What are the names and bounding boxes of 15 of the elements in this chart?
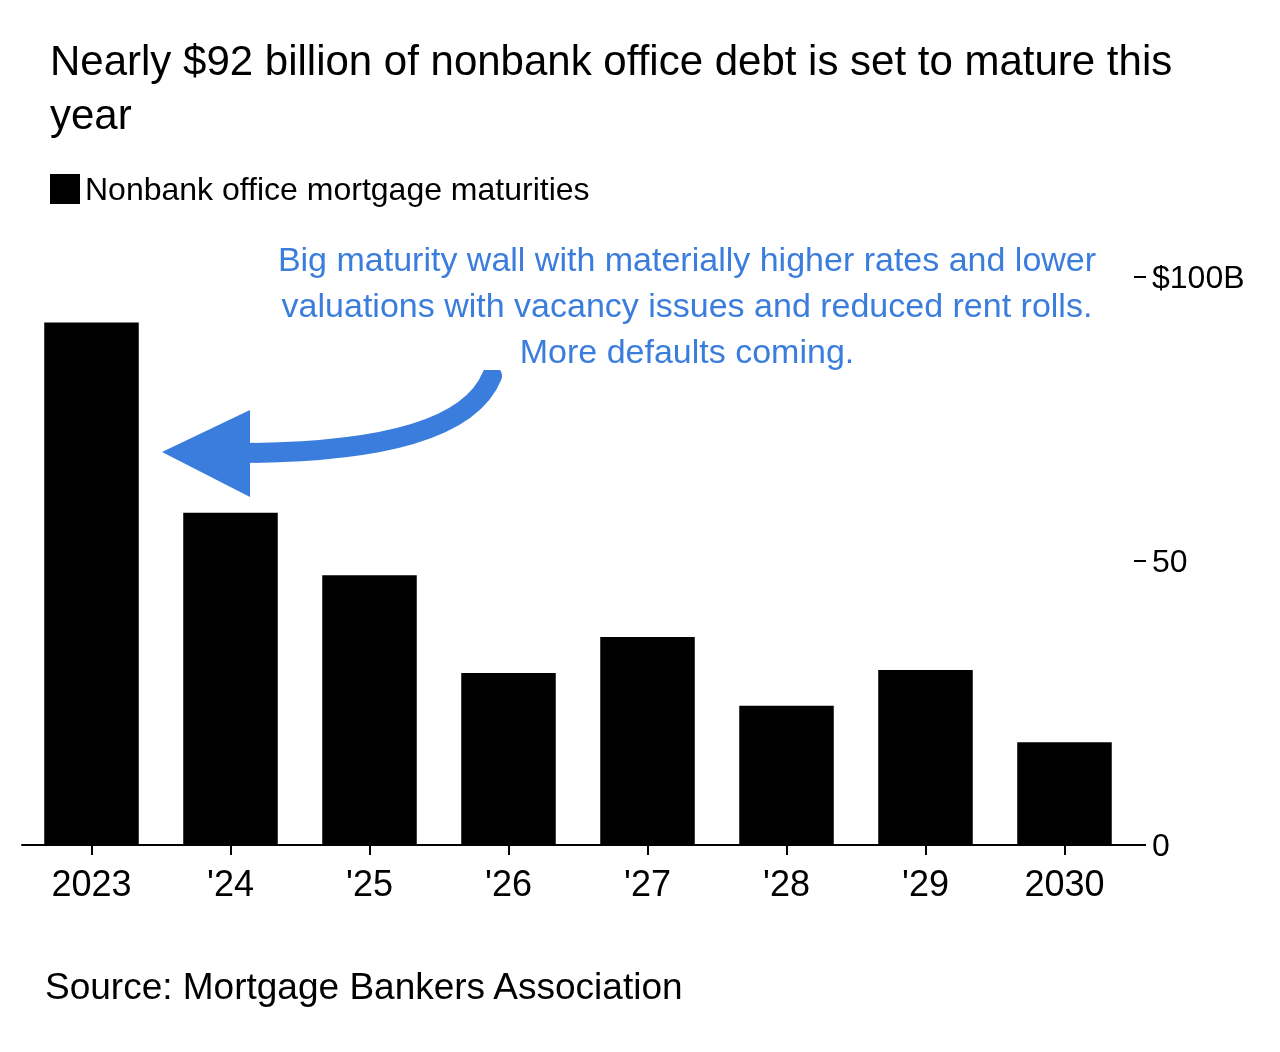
x-tick-label: '25 <box>346 862 393 904</box>
y-tick-label: 50 <box>1152 543 1188 579</box>
y-tick-label: $100B <box>1152 259 1245 295</box>
chart-title: Nearly $92 billion of nonbank office debt is set to mature this year <box>50 36 1184 138</box>
x-tick-label: '26 <box>485 862 532 904</box>
x-tick-label: 2023 <box>51 862 132 904</box>
x-tick-label: '24 <box>207 862 254 904</box>
annotation: Big maturity wall with materially higher rates and lower valuations with vacancy issues and reduced rent rolls. More defaults coming. <box>276 239 1098 372</box>
x-tick-label: '29 <box>902 862 949 904</box>
x-tick-label: 2030 <box>1024 862 1105 904</box>
source-note: Source: Mortgage Bankers Association <box>45 966 683 1008</box>
x-tick-label: '28 <box>763 862 810 904</box>
x-tick-label: '27 <box>624 862 671 904</box>
y-tick-label: 0 <box>1152 827 1170 863</box>
legend-label: Nonbank office mortgage maturities <box>85 171 590 207</box>
